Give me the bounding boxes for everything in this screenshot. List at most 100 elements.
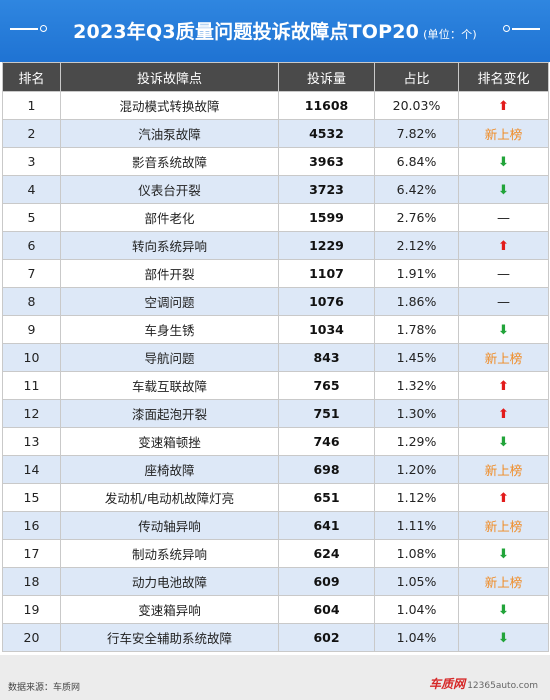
fault-item-cell: 导航问题	[60, 343, 279, 372]
fault-item-cell: 车载互联故障	[60, 371, 279, 400]
table-row: 5 部件老化 1599 2.76% —	[2, 203, 549, 232]
share-cell: 1.12%	[374, 483, 459, 512]
arrow-up-icon: ⬆	[498, 238, 509, 254]
fault-item-cell: 传动轴异响	[60, 511, 279, 540]
fault-item-cell: 制动系统异响	[60, 539, 279, 568]
share-cell: 6.42%	[374, 175, 459, 204]
share-cell: 7.82%	[374, 119, 459, 148]
rank-change-cell: ⬇	[458, 595, 549, 624]
complaint-count-cell: 602	[278, 623, 375, 652]
rank-change-cell: ⬆	[458, 399, 549, 428]
complaint-count-cell: 641	[278, 511, 375, 540]
share-cell: 6.84%	[374, 147, 459, 176]
complaint-count-cell: 746	[278, 427, 375, 456]
rank-cell: 10	[2, 343, 61, 372]
title-banner: 2023年Q3质量问题投诉故障点TOP20 (单位：个)	[0, 0, 550, 62]
table-row: 18 动力电池故障 609 1.05% 新上榜	[2, 567, 549, 596]
fault-item-cell: 空调问题	[60, 287, 279, 316]
share-cell: 1.04%	[374, 623, 459, 652]
table-row: 13 变速箱顿挫 746 1.29% ⬇	[2, 427, 549, 456]
new-entry-label: 新上榜	[484, 575, 523, 590]
arrow-down-icon: ⬇	[498, 182, 509, 198]
complaint-count-cell: 651	[278, 483, 375, 512]
dash-icon: —	[497, 294, 510, 310]
complaint-count-cell: 624	[278, 539, 375, 568]
rank-change-cell: 新上榜	[458, 119, 549, 148]
complaint-count-cell: 698	[278, 455, 375, 484]
table-row: 8 空调问题 1076 1.86% —	[2, 287, 549, 316]
data-source: 数据来源：车质网	[8, 683, 81, 693]
table-row: 1 混动模式转换故障 11608 20.03% ⬆	[2, 91, 549, 120]
rank-cell: 6	[2, 231, 61, 260]
title-text: 2023年Q3质量问题投诉故障点TOP20	[73, 21, 420, 43]
rank-change-cell: ⬇	[458, 539, 549, 568]
rank-cell: 3	[2, 147, 61, 176]
arrow-up-icon: ⬆	[498, 406, 509, 422]
rank-change-cell: 新上榜	[458, 567, 549, 596]
fault-item-cell: 座椅故障	[60, 455, 279, 484]
logo-url: 12365auto.com	[467, 681, 538, 691]
table-row: 9 车身生锈 1034 1.78% ⬇	[2, 315, 549, 344]
table-row: 16 传动轴异响 641 1.11% 新上榜	[2, 511, 549, 540]
rank-cell: 5	[2, 203, 61, 232]
complaint-count-cell: 609	[278, 567, 375, 596]
rank-cell: 20	[2, 623, 61, 652]
share-cell: 1.45%	[374, 343, 459, 372]
rank-cell: 19	[2, 595, 61, 624]
table-row: 7 部件开裂 1107 1.91% —	[2, 259, 549, 288]
complaint-count-cell: 751	[278, 399, 375, 428]
rank-cell: 17	[2, 539, 61, 568]
table-body: 1 混动模式转换故障 11608 20.03% ⬆ 2 汽油泵故障 4532 7.82% 新上榜 3…	[2, 91, 549, 652]
table-row: 3 影音系统故障 3963 6.84% ⬇	[2, 147, 549, 176]
col-header-rank: 排名	[2, 62, 61, 92]
table-row: 10 导航问题 843 1.45% 新上榜	[2, 343, 549, 372]
arrow-down-icon: ⬇	[498, 602, 509, 618]
rank-change-cell: —	[458, 287, 549, 316]
new-entry-label: 新上榜	[484, 351, 523, 366]
col-header-count: 投诉量	[278, 62, 375, 92]
complaint-count-cell: 1076	[278, 287, 375, 316]
table-row: 11 车载互联故障 765 1.32% ⬆	[2, 371, 549, 400]
right-deco-dot	[503, 25, 510, 32]
rank-change-cell: ⬇	[458, 147, 549, 176]
rank-cell: 12	[2, 399, 61, 428]
footer: 数据来源：车质网 车质网 12365auto.com	[0, 655, 550, 700]
col-header-item: 投诉故障点	[60, 62, 279, 92]
fault-item-cell: 转向系统异响	[60, 231, 279, 260]
rank-change-cell: —	[458, 259, 549, 288]
rank-cell: 7	[2, 259, 61, 288]
fault-item-cell: 部件开裂	[60, 259, 279, 288]
rank-cell: 9	[2, 315, 61, 344]
table-row: 14 座椅故障 698 1.20% 新上榜	[2, 455, 549, 484]
table-header-row: 排名 投诉故障点 投诉量 占比 排名变化	[2, 62, 549, 92]
new-entry-label: 新上榜	[484, 127, 523, 142]
rank-cell: 15	[2, 483, 61, 512]
share-cell: 1.29%	[374, 427, 459, 456]
table-row: 17 制动系统异响 624 1.08% ⬇	[2, 539, 549, 568]
rank-change-cell: ⬇	[458, 315, 549, 344]
arrow-down-icon: ⬇	[498, 434, 509, 450]
table-row: 15 发动机/电动机故障灯亮 651 1.12% ⬆	[2, 483, 549, 512]
share-cell: 1.05%	[374, 567, 459, 596]
arrow-up-icon: ⬆	[498, 378, 509, 394]
share-cell: 2.76%	[374, 203, 459, 232]
table-row: 19 变速箱异响 604 1.04% ⬇	[2, 595, 549, 624]
complaint-count-cell: 3723	[278, 175, 375, 204]
complaint-count-cell: 843	[278, 343, 375, 372]
rank-cell: 14	[2, 455, 61, 484]
col-header-pct: 占比	[374, 62, 459, 92]
table-row: 20 行车安全辅助系统故障 602 1.04% ⬇	[2, 623, 549, 652]
complaint-table: 排名 投诉故障点 投诉量 占比 排名变化 1 混动模式转换故障 11608 20.03…	[2, 62, 549, 652]
rank-cell: 13	[2, 427, 61, 456]
share-cell: 1.08%	[374, 539, 459, 568]
share-cell: 20.03%	[374, 91, 459, 120]
fault-item-cell: 行车安全辅助系统故障	[60, 623, 279, 652]
rank-change-cell: —	[458, 203, 549, 232]
share-cell: 1.30%	[374, 399, 459, 428]
share-cell: 1.91%	[374, 259, 459, 288]
share-cell: 2.12%	[374, 231, 459, 260]
left-deco-dot	[40, 25, 47, 32]
rank-cell: 16	[2, 511, 61, 540]
brand-logo: 车质网 12365auto.com	[429, 675, 538, 692]
rank-cell: 4	[2, 175, 61, 204]
